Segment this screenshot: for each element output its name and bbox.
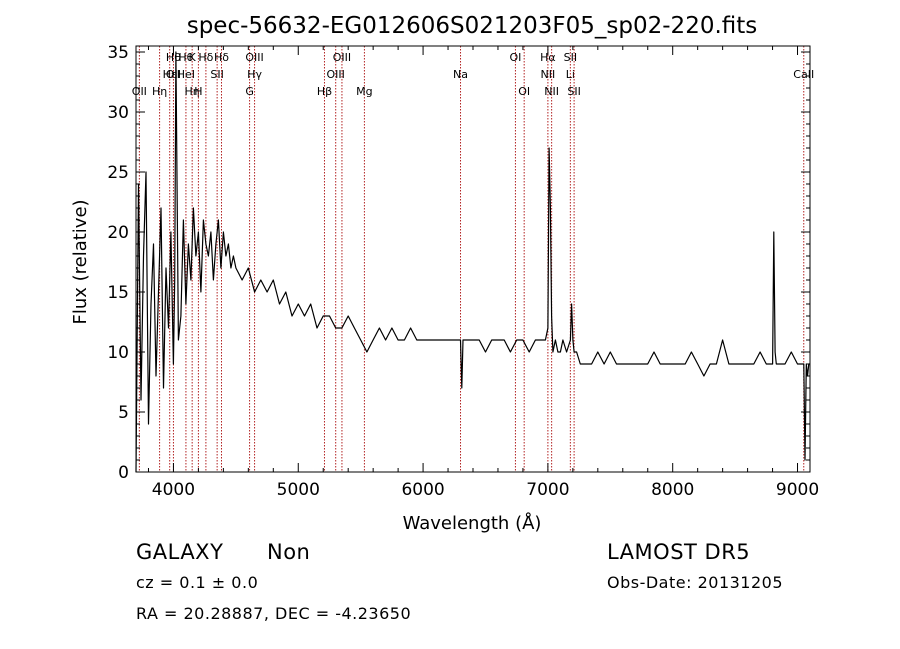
y-tick-label-3: 15 <box>107 283 129 303</box>
line-label-6-0: H <box>194 85 202 98</box>
line-label-21-0: SII <box>564 51 577 64</box>
line-label-9-0: Hδ <box>214 51 229 64</box>
x-axis-label: Wavelength (Å) <box>403 512 542 534</box>
line-label-14-0: OIII <box>333 51 351 64</box>
line-label-3-0: Hθ <box>166 51 181 64</box>
x-tick-label-0: 4000 <box>152 480 195 500</box>
line-label-1-0: Hη <box>152 85 167 98</box>
line-label-10-0: G <box>245 85 254 98</box>
spectrum-series <box>135 51 810 473</box>
y-tick-label-1: 5 <box>118 403 129 423</box>
line-label-7-0: Hδ <box>198 51 213 64</box>
chart-title: spec-56632-EG012606S021203F05_sp02-220.f… <box>187 13 758 39</box>
y-axis-label: Flux (relative) <box>70 199 91 324</box>
y-tick-label-2: 10 <box>107 343 129 363</box>
x-tick-label-5: 9000 <box>776 480 819 500</box>
object-subclass: Non <box>267 540 311 564</box>
line-label-12-0: Hβ <box>317 85 332 98</box>
x-tick-label-2: 6000 <box>401 480 444 500</box>
object-class: GALAXY <box>136 540 224 564</box>
y-tick-label-0: 0 <box>118 463 129 483</box>
line-label-22-0: SII <box>567 85 580 98</box>
x-tick-label-3: 7000 <box>526 480 569 500</box>
line-label-11-0: OIII <box>245 51 263 64</box>
line-label-17-0: OI <box>509 51 521 64</box>
spectrum-line-0 <box>135 51 810 473</box>
redshift-readout: cz = 0.1 ± 0.0 <box>136 573 259 592</box>
line-label-11-1: Hγ <box>247 68 262 81</box>
obs-date: Obs-Date: 20131205 <box>607 573 784 592</box>
line-label-0-0: OII <box>132 85 147 98</box>
line-label-20-0: NII <box>544 85 559 98</box>
line-label-3-1: OII <box>166 68 181 81</box>
line-label-4-0: Hθ <box>178 51 193 64</box>
line-label-4-1: HeI <box>177 68 195 81</box>
line-label-13-0: OIII <box>327 68 345 81</box>
line-label-16-0: Na <box>453 68 468 81</box>
line-label-5-0: K <box>189 51 197 64</box>
line-label-15-0: Mg <box>356 85 372 98</box>
line-label-21-1: Li <box>566 68 575 81</box>
emission-line-markers: OII HηHεHθOIIHθHeIKHηHHδSIIHδGOIIIHγHβOII… <box>132 46 814 472</box>
x-tick-label-4: 8000 <box>651 480 694 500</box>
line-label-18-0: OI <box>518 85 530 98</box>
y-tick-label-7: 35 <box>107 43 129 63</box>
y-tick-label-4: 20 <box>107 223 129 243</box>
line-label-19-1: NII <box>541 68 556 81</box>
plot-frame <box>135 45 811 473</box>
survey-label: LAMOST DR5 <box>607 540 751 564</box>
axis-ticks: 4000 5000 6000 7000 8000 9000 0 5 10 15 20 25 30 35 <box>107 43 819 500</box>
line-label-19-0: Hα <box>540 51 556 64</box>
y-tick-label-6: 30 <box>107 103 129 123</box>
line-label-8-0: SII <box>210 68 223 81</box>
x-tick-label-1: 5000 <box>277 480 320 500</box>
line-label-5-1: Hη <box>185 85 200 98</box>
y-tick-label-5: 25 <box>107 163 129 183</box>
coordinates: RA = 20.28887, DEC = -4.23650 <box>136 604 412 623</box>
line-label-23-0: CaII <box>793 68 814 81</box>
